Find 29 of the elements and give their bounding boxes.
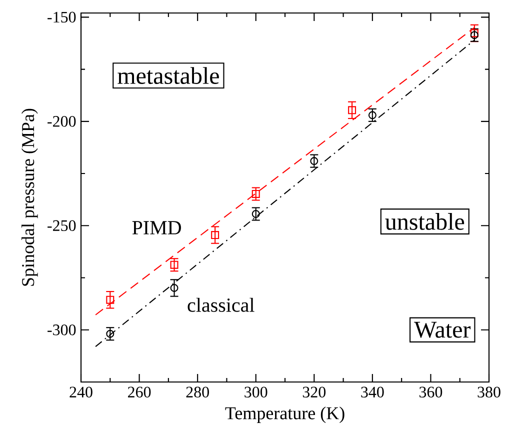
x-tick-label: 380 [478, 386, 500, 398]
y-tick-label: -300 [48, 324, 76, 336]
annotation: unstable [385, 213, 464, 230]
point [310, 157, 318, 166]
y-tick-label: -250 [48, 220, 76, 232]
point [170, 260, 178, 269]
y-tick-label: -150 [48, 12, 76, 23]
x-tick-label: 320 [302, 386, 326, 398]
y-axis-title: Spinodal pressure (MPa) [21, 108, 38, 286]
x-axis-title: Temperature (K) [225, 406, 344, 423]
point [106, 330, 114, 338]
point [348, 106, 356, 114]
annotation: metastable [118, 67, 219, 84]
point [170, 284, 178, 292]
point [211, 231, 220, 240]
x-tick-label: 280 [186, 386, 209, 398]
x-tick-label: 360 [419, 386, 442, 398]
x-tick-label: 240 [70, 386, 92, 398]
y-tick-label: -200 [48, 116, 76, 127]
annotation: PIMD [132, 221, 181, 234]
x-tick-label: 260 [128, 386, 151, 398]
point [252, 210, 260, 218]
x-tick-label: 340 [361, 386, 384, 398]
point [252, 190, 260, 198]
annotation: Water [414, 322, 471, 338]
point [368, 111, 376, 120]
point [106, 296, 114, 304]
annotation: classical [188, 298, 254, 312]
x-tick-label: 300 [244, 386, 268, 398]
